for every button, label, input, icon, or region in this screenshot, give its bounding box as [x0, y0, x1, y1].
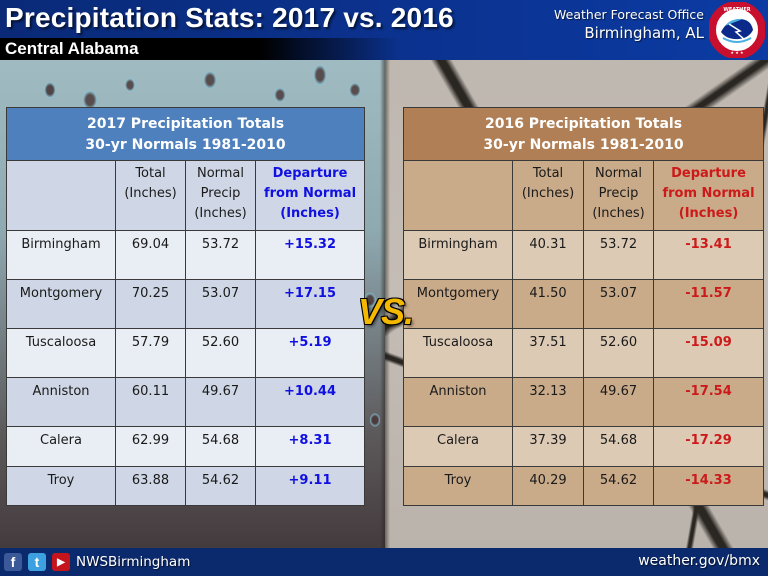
total-cell: 37.39 — [512, 426, 584, 467]
table-row: Birmingham 40.31 53.72 -13.41 — [403, 230, 765, 280]
column-header-city — [403, 160, 513, 231]
table-row: Calera 37.39 54.68 -17.29 — [403, 426, 765, 467]
twitter-icon[interactable]: t — [28, 553, 46, 571]
departure-cell: -13.41 — [652, 230, 765, 280]
normal-cell: 52.60 — [583, 328, 654, 378]
normal-cell: 54.68 — [583, 426, 654, 467]
city-cell: Anniston — [6, 377, 116, 427]
column-header-departure: Departure from Normal (Inches) — [254, 160, 366, 231]
total-cell: 37.51 — [512, 328, 584, 378]
column-header-departure: Departure from Normal (Inches) — [652, 160, 765, 231]
table-2017-normals-period: 30-yr Normals 1981-2010 — [85, 137, 286, 153]
city-cell: Montgomery — [6, 279, 116, 329]
city-cell: Troy — [403, 466, 513, 506]
departure-cell: +9.11 — [254, 466, 366, 506]
table-row: Tuscaloosa 57.79 52.60 +5.19 — [6, 328, 366, 378]
normal-cell: 53.72 — [583, 230, 654, 280]
office-line-1: Weather Forecast Office — [554, 7, 704, 22]
table-2016-caption: 2016 Precipitation Totals 30-yr Normals … — [402, 107, 765, 161]
city-cell: Montgomery — [403, 279, 513, 329]
total-cell: 40.29 — [512, 466, 584, 506]
city-cell: Calera — [6, 426, 116, 467]
table-2017-caption: 2017 Precipitation Totals 30-yr Normals … — [5, 107, 366, 161]
nws-logo-icon: WEATHER ★ ★ ★ — [709, 2, 765, 58]
svg-text:★ ★ ★: ★ ★ ★ — [730, 50, 744, 55]
total-cell: 63.88 — [115, 466, 186, 506]
departure-cell: -15.09 — [652, 328, 765, 378]
departure-cell: +8.31 — [254, 426, 366, 467]
table-2017-precipitation: 2017 Precipitation Totals 30-yr Normals … — [5, 107, 366, 506]
table-row: Montgomery 41.50 53.07 -11.57 — [403, 279, 765, 329]
table-row: Calera 62.99 54.68 +8.31 — [6, 426, 366, 467]
region-subtitle: Central Alabama — [5, 39, 139, 58]
departure-cell: -14.33 — [652, 466, 765, 506]
office-name: Weather Forecast Office Birmingham, AL — [554, 6, 704, 44]
normal-cell: 54.62 — [583, 466, 654, 506]
normal-cell: 54.62 — [185, 466, 256, 506]
table-2016-title: 2016 Precipitation Totals — [484, 116, 683, 132]
table-2016-precipitation: 2016 Precipitation Totals 30-yr Normals … — [402, 107, 765, 506]
table-row: Anniston 32.13 49.67 -17.54 — [403, 377, 765, 427]
svg-text:WEATHER: WEATHER — [723, 7, 750, 13]
departure-cell: +17.15 — [254, 279, 366, 329]
table-row: Anniston 60.11 49.67 +10.44 — [6, 377, 366, 427]
departure-cell: +5.19 — [254, 328, 366, 378]
city-cell: Birmingham — [6, 230, 116, 280]
total-cell: 69.04 — [115, 230, 186, 280]
facebook-icon[interactable]: f — [4, 553, 22, 571]
total-cell: 40.31 — [512, 230, 584, 280]
table-row: Birmingham 69.04 53.72 +15.32 — [6, 230, 366, 280]
city-cell: Calera — [403, 426, 513, 467]
normal-cell: 53.07 — [583, 279, 654, 329]
city-cell: Troy — [6, 466, 116, 506]
normal-cell: 53.07 — [185, 279, 256, 329]
column-header-total: Total (Inches) — [115, 160, 186, 231]
normal-cell: 49.67 — [185, 377, 256, 427]
total-cell: 57.79 — [115, 328, 186, 378]
table-row: Troy 40.29 54.62 -14.33 — [403, 466, 765, 506]
normal-cell: 54.68 — [185, 426, 256, 467]
versus-label: VS. — [358, 291, 414, 332]
city-cell: Anniston — [403, 377, 513, 427]
normal-cell: 52.60 — [185, 328, 256, 378]
total-cell: 60.11 — [115, 377, 186, 427]
website-link[interactable]: weather.gov/bmx — [638, 553, 760, 569]
total-cell: 41.50 — [512, 279, 584, 329]
background-divider — [380, 60, 390, 550]
column-header-city — [6, 160, 116, 231]
table-2017-title: 2017 Precipitation Totals — [86, 116, 285, 132]
normal-cell: 53.72 — [185, 230, 256, 280]
table-row: Montgomery 70.25 53.07 +17.15 — [6, 279, 366, 329]
table-2016-normals-period: 30-yr Normals 1981-2010 — [483, 137, 684, 153]
departure-cell: -17.54 — [652, 377, 765, 427]
social-handle: NWSBirmingham — [76, 554, 191, 570]
page-title: Precipitation Stats: 2017 vs. 2016 — [5, 2, 454, 33]
column-header-total: Total (Inches) — [512, 160, 584, 231]
table-row: Troy 63.88 54.62 +9.11 — [6, 466, 366, 506]
total-cell: 62.99 — [115, 426, 186, 467]
subtitle-bar — [0, 38, 400, 60]
total-cell: 70.25 — [115, 279, 186, 329]
departure-cell: +15.32 — [254, 230, 366, 280]
footer-bar: f t ▶ NWSBirmingham weather.gov/bmx — [0, 548, 768, 576]
table-row: Tuscaloosa 37.51 52.60 -15.09 — [403, 328, 765, 378]
city-cell: Tuscaloosa — [403, 328, 513, 378]
social-links: f t ▶ NWSBirmingham — [4, 553, 190, 571]
column-header-normal: Normal Precip (Inches) — [185, 160, 256, 231]
youtube-icon[interactable]: ▶ — [52, 553, 70, 571]
column-header-normal: Normal Precip (Inches) — [583, 160, 654, 231]
office-line-2: Birmingham, AL — [584, 24, 704, 42]
city-cell: Tuscaloosa — [6, 328, 116, 378]
departure-cell: +10.44 — [254, 377, 366, 427]
total-cell: 32.13 — [512, 377, 584, 427]
departure-cell: -17.29 — [652, 426, 765, 467]
normal-cell: 49.67 — [583, 377, 654, 427]
city-cell: Birmingham — [403, 230, 513, 280]
departure-cell: -11.57 — [652, 279, 765, 329]
